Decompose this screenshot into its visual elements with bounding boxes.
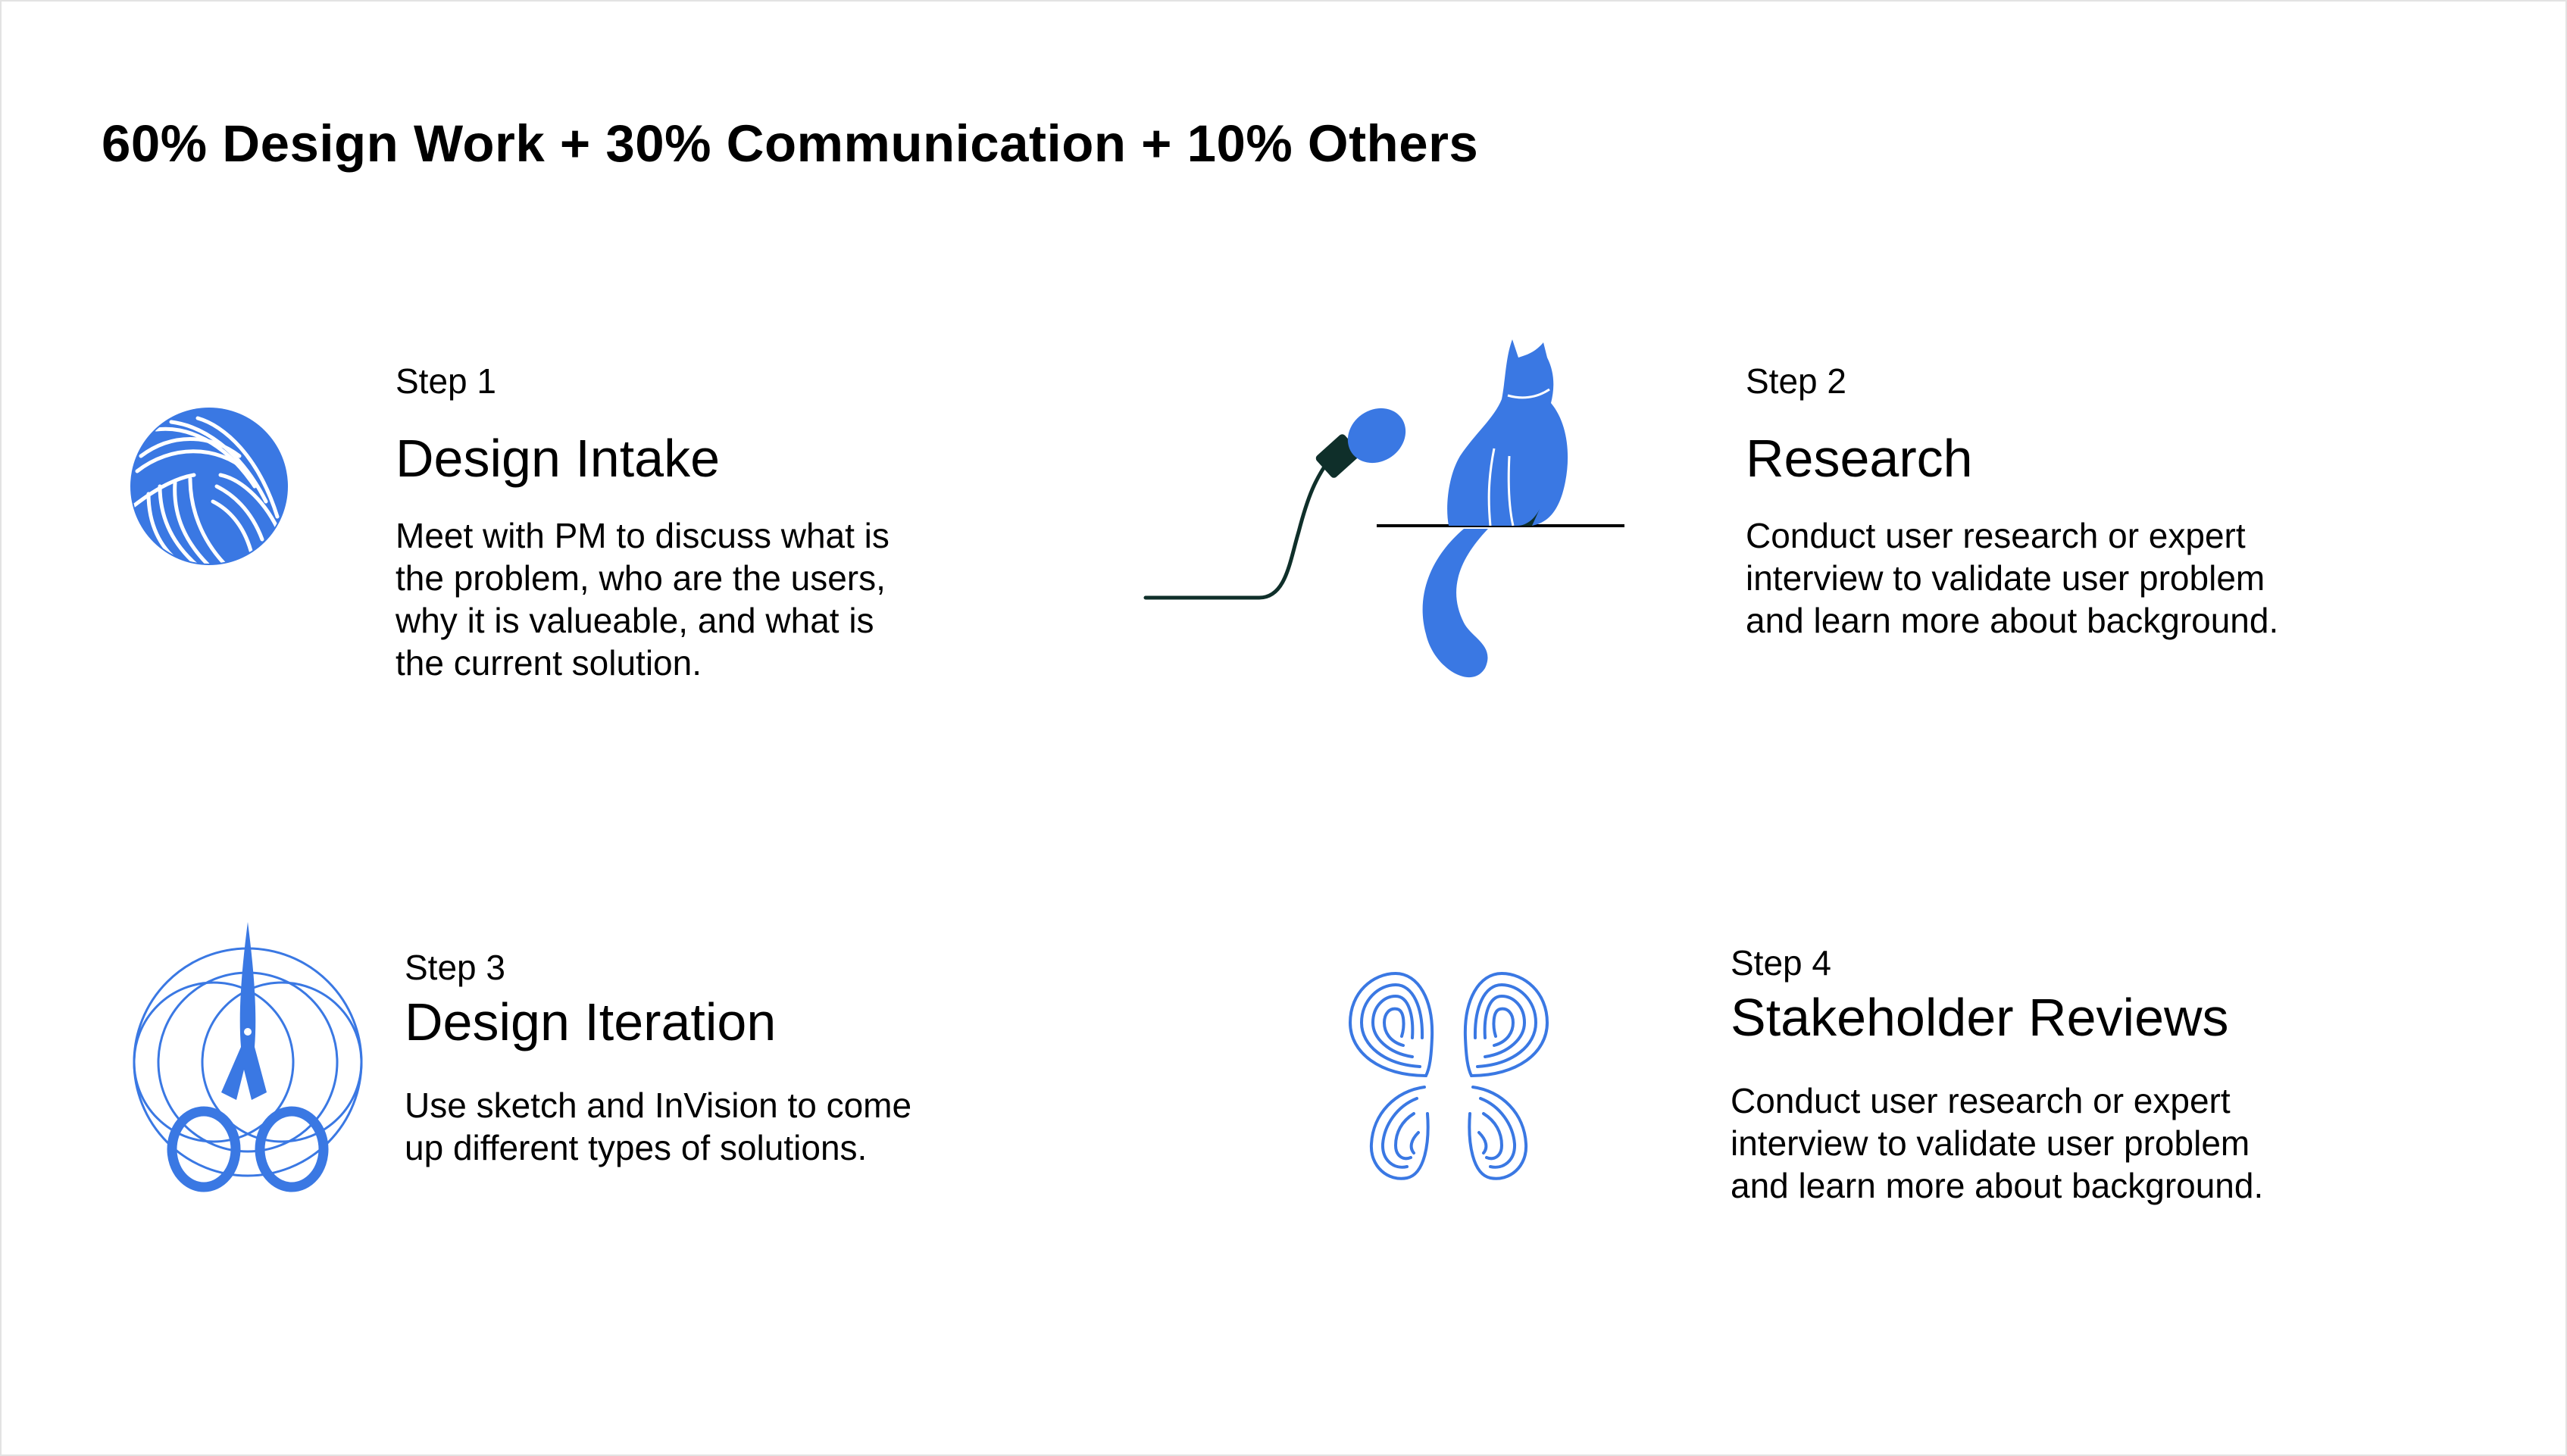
cat-microphone-icon: [1138, 335, 1631, 691]
step-label: Step 3: [405, 948, 505, 987]
description-line: interview to validate user problem: [1731, 1123, 2250, 1163]
step-label: Step 4: [1731, 943, 1831, 983]
step-title: Stakeholder Reviews: [1731, 988, 2229, 1047]
step-description: Use sketch and InVision to come up diffe…: [405, 1084, 911, 1169]
description-line: and learn more about background.: [1746, 601, 2279, 640]
step-title: Research: [1746, 429, 1973, 488]
step-description: Meet with PM to discuss what is the prob…: [396, 514, 890, 684]
description-line: Conduct user research or expert: [1731, 1081, 2231, 1120]
step-description: Conduct user research or expert intervie…: [1731, 1080, 2263, 1207]
description-line: why it is valueable, and what is: [396, 601, 874, 640]
fingerprint-butterfly-icon: [1335, 962, 1562, 1189]
step-2: Step 2 Research Conduct user research or…: [1746, 360, 2278, 642]
description-line: Use sketch and InVision to come: [405, 1086, 912, 1125]
step-label: Step 2: [1746, 361, 1846, 401]
scissors-icon: [123, 918, 373, 1198]
description-line: Conduct user research or expert: [1746, 516, 2246, 555]
step-3: Step 3 Design Iteration Use sketch and I…: [405, 946, 911, 1169]
description-line: and learn more about background.: [1731, 1166, 2264, 1205]
step-title: Design Iteration: [405, 992, 777, 1051]
description-line: up different types of solutions.: [405, 1128, 868, 1167]
step-description: Conduct user research or expert intervie…: [1746, 514, 2278, 642]
step-label: Step 1: [396, 361, 496, 401]
description-line: the problem, who are the users,: [396, 558, 886, 598]
step-4: Step 4 Stakeholder Reviews Conduct user …: [1731, 942, 2263, 1207]
step-1: Step 1 Design Intake Meet with PM to dis…: [396, 360, 890, 684]
yarn-ball-icon: [126, 403, 292, 570]
description-line: the current solution.: [396, 643, 702, 683]
description-line: Meet with PM to discuss what is: [396, 516, 890, 555]
page-title: 60% Design Work + 30% Communication + 10…: [102, 114, 1479, 173]
step-title: Design Intake: [396, 429, 721, 488]
description-line: interview to validate user problem: [1746, 558, 2265, 598]
